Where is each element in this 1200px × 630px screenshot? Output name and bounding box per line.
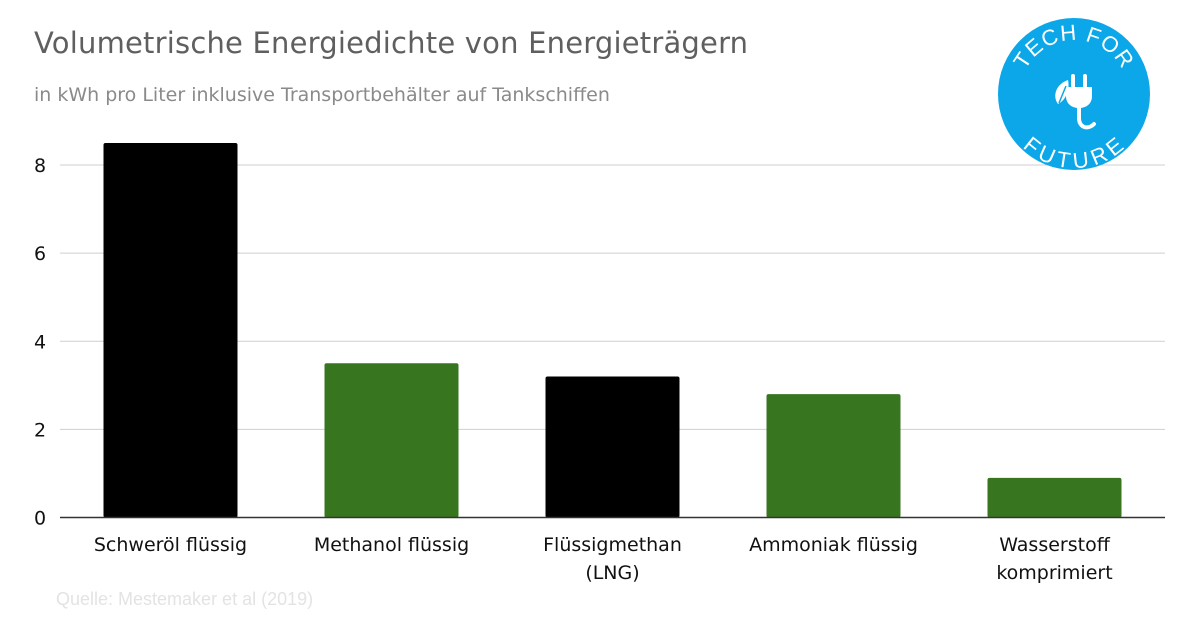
bar	[324, 363, 459, 518]
x-tick-label: Flüssigmethan (LNG)	[543, 534, 682, 584]
x-tick-label: Schweröl flüssig	[94, 534, 247, 556]
bar	[766, 394, 901, 518]
y-tick-label: 2	[34, 419, 46, 441]
y-tick-label: 6	[34, 243, 46, 265]
x-tick-label-line: Wasserstoff	[999, 534, 1110, 556]
chart-subtitle: in kWh pro Liter inklusive Transportbehä…	[34, 84, 610, 106]
y-tick-label: 0	[34, 508, 46, 530]
x-tick-label-line: komprimiert	[996, 562, 1112, 584]
y-tick-labels: 0 2 4 6 8	[34, 155, 46, 529]
x-tick-label-line: Methanol flüssig	[314, 534, 469, 556]
x-tick-labels: Schweröl flüssig Methanol flüssig Flüssigm…	[94, 534, 1113, 584]
x-tick-label-line: Schweröl flüssig	[94, 534, 247, 556]
bar	[545, 376, 680, 518]
bar	[987, 477, 1122, 518]
x-tick-label-line: Ammoniak flüssig	[749, 534, 918, 556]
bars	[103, 143, 1122, 518]
x-tick-label-line: (LNG)	[585, 562, 639, 584]
y-tick-label: 4	[34, 331, 46, 353]
y-tick-label: 8	[34, 155, 46, 177]
source-note: Quelle: Mestemaker et al (2019)	[56, 589, 314, 609]
x-tick-label: Ammoniak flüssig	[749, 534, 918, 556]
tech-for-future-logo: TECH FOR FUTURE	[998, 18, 1150, 170]
x-tick-label: Wasserstoff komprimiert	[996, 534, 1112, 584]
x-tick-label: Methanol flüssig	[314, 534, 469, 556]
plug-leaf-icon	[1055, 74, 1096, 130]
x-tick-label-line: Flüssigmethan	[543, 534, 682, 556]
chart-title: Volumetrische Energiedichte von Energiet…	[34, 26, 749, 60]
bar	[103, 143, 238, 518]
